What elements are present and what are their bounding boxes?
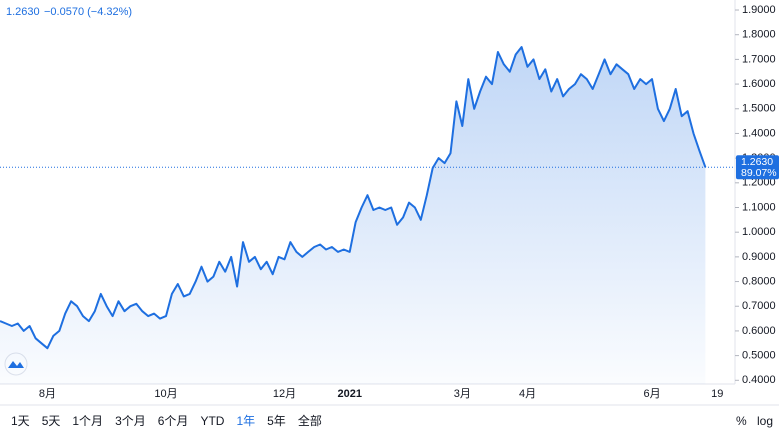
- range-button[interactable]: YTD: [200, 414, 224, 428]
- range-button[interactable]: 全部: [298, 413, 322, 428]
- x-tick-label: 4月: [519, 388, 536, 400]
- y-tick-label: 0.7000: [742, 300, 776, 312]
- last-price-label: 1.2630: [741, 156, 773, 168]
- x-tick-label: 6月: [643, 388, 660, 400]
- x-tick-label: 8月: [39, 388, 56, 400]
- line: [0, 46, 707, 350]
- option-button[interactable]: log: [757, 414, 773, 428]
- y-tick-label: 1.7000: [742, 53, 776, 65]
- x-tick-label: 2021: [337, 388, 361, 400]
- area: [0, 47, 706, 384]
- y-tick-label: 0.8000: [742, 275, 776, 287]
- range-button[interactable]: 1天: [11, 414, 30, 428]
- y-tick-label: 0.5000: [742, 350, 776, 362]
- x-tick-label: 19: [711, 388, 723, 400]
- range-button[interactable]: 6个月: [158, 414, 189, 428]
- header-price: 1.2630: [6, 6, 40, 18]
- y-tick-label: 1.0000: [742, 226, 776, 238]
- y-tick-label: 0.6000: [742, 325, 776, 337]
- y-tick-label: 0.9000: [742, 251, 776, 263]
- range-button[interactable]: 3个月: [115, 414, 146, 428]
- last-price-box: [736, 155, 779, 180]
- x-tick-label: 12月: [273, 388, 296, 400]
- y-tick-label: 1.6000: [742, 78, 776, 90]
- y-tick-label: 1.4000: [742, 127, 776, 139]
- range-button[interactable]: 1个月: [72, 414, 103, 428]
- option-button[interactable]: %: [736, 414, 747, 428]
- y-tick-label: 1.8000: [742, 29, 776, 41]
- last-change-label: 89.07%: [741, 167, 777, 179]
- x-tick-label: 3月: [454, 388, 471, 400]
- range-button[interactable]: 1年: [236, 414, 255, 428]
- y-tick-label: 1.9000: [742, 4, 776, 16]
- y-tick-label: 1.5000: [742, 103, 776, 115]
- header-change: −0.0570 (−4.32%): [44, 6, 132, 18]
- range-button[interactable]: 5年: [267, 414, 286, 428]
- x-tick-label: 10月: [154, 388, 177, 400]
- y-tick-label: 1.2000: [742, 177, 776, 189]
- y-tick-label: 1.1000: [742, 201, 776, 213]
- range-button[interactable]: 5天: [42, 414, 61, 428]
- y-tick-label: 0.4000: [742, 374, 776, 386]
